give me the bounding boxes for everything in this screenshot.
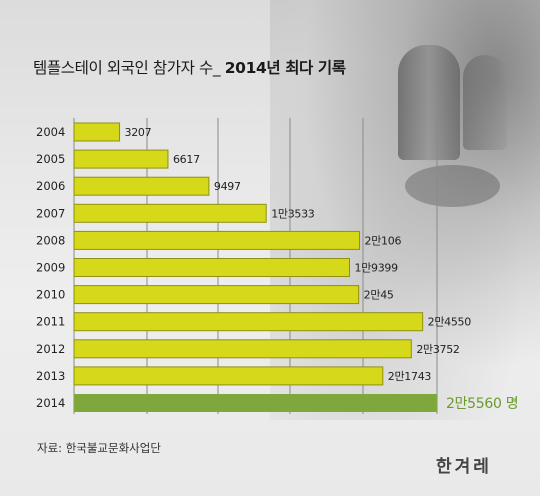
- value-label: 2만45: [364, 289, 394, 302]
- value-label: 9497: [214, 180, 241, 193]
- category-label: 2014: [36, 396, 65, 410]
- category-label: 2008: [36, 233, 65, 247]
- bar: [73, 285, 360, 305]
- category-label: 2010: [36, 288, 65, 302]
- bar: [73, 122, 121, 142]
- chart-title: 템플스테이 외국인 참가자 수_ 2014년 최다 기록: [33, 56, 346, 78]
- category-label: 2013: [36, 369, 65, 383]
- bar: [73, 258, 351, 277]
- category-label: 2012: [36, 342, 65, 356]
- wooden-fish-icon: [405, 165, 500, 207]
- value-label: 3207: [125, 126, 152, 139]
- bar: [74, 394, 437, 412]
- bar: [73, 176, 210, 196]
- category-label: 2007: [36, 206, 65, 220]
- category-label: 2005: [36, 152, 65, 166]
- chart-title-highlight: 2014년 최다 기록: [224, 59, 346, 77]
- labels: 2004 3207 2005 6617 2006 9497 2007 1만3533 2008 2만…: [36, 125, 519, 412]
- chart-title-main: 템플스테이 외국인 참가자 수_: [33, 59, 221, 77]
- category-label: 2004: [36, 125, 65, 139]
- bar: [73, 312, 424, 332]
- value-label: 2만5560 명: [446, 396, 518, 412]
- bar: [73, 230, 361, 250]
- bar: [73, 339, 412, 359]
- value-label: 1만3533: [271, 207, 315, 220]
- bar: [73, 203, 267, 223]
- bars: [73, 122, 437, 412]
- temple-bell-icon: [463, 55, 507, 150]
- value-label: 2만1743: [388, 370, 432, 383]
- value-label: 6617: [173, 153, 200, 166]
- value-label: 2만4550: [428, 316, 472, 329]
- value-label: 2만106: [365, 234, 402, 247]
- temple-bell-icon: [398, 45, 460, 160]
- category-label: 2006: [36, 179, 65, 193]
- source-note: 자료: 한국불교문화사업단: [37, 441, 161, 455]
- value-label: 1만9399: [355, 262, 399, 275]
- category-label: 2009: [36, 261, 65, 275]
- bar: [73, 366, 384, 386]
- value-label: 2만3752: [416, 343, 459, 356]
- category-label: 2011: [36, 315, 65, 329]
- publisher-logo: 한겨레: [436, 457, 492, 477]
- bar: [73, 149, 169, 169]
